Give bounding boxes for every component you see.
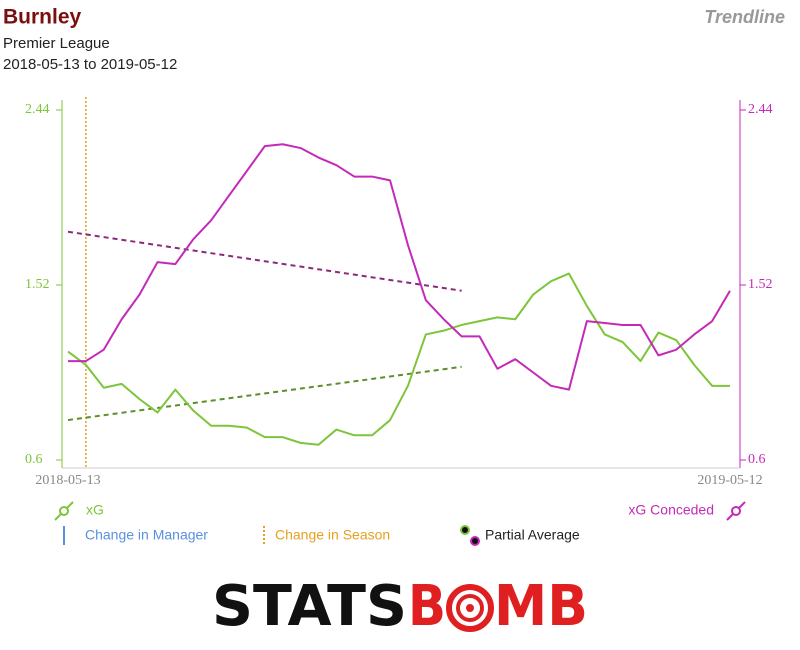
legend-label: Partial Average xyxy=(485,527,580,543)
logo-icon xyxy=(456,594,484,622)
legend-icon xyxy=(470,536,480,546)
legend-label: xG Conceded xyxy=(628,502,714,518)
date-range: 2018-05-13 to 2019-05-12 xyxy=(3,56,177,73)
logo-icon xyxy=(446,584,494,632)
chart-title: Burnley xyxy=(3,6,82,29)
brand-logo: STATS B MB xyxy=(212,574,588,639)
partial-average xyxy=(67,365,462,422)
legend-icon xyxy=(460,525,470,535)
legend-icon xyxy=(59,506,69,516)
logo-text: B xyxy=(408,574,446,639)
logo-text: MB xyxy=(494,574,588,639)
legend-label: Change in Manager xyxy=(85,527,208,543)
y-tick-label: 0.6 xyxy=(25,452,43,467)
legend: xG xG Conceded Change in Manager Change … xyxy=(54,501,746,546)
y-tick-label: 2.44 xyxy=(25,102,50,117)
y-tick-label: 1.52 xyxy=(25,277,50,292)
legend-icon xyxy=(731,506,741,516)
y2-tick-label: 2.44 xyxy=(748,102,773,117)
partial-average xyxy=(67,230,462,292)
x-tick-label: 2019-05-12 xyxy=(697,473,762,488)
y2-tick-label: 1.52 xyxy=(748,277,773,292)
series-line xyxy=(67,272,730,446)
x-tick-label: 2018-05-13 xyxy=(35,473,100,488)
legend-label: xG xyxy=(86,502,104,518)
subtitle: Premier League xyxy=(3,35,110,52)
legend-label: Change in Season xyxy=(275,527,390,543)
logo-icon xyxy=(466,604,474,612)
mode-label: Trendline xyxy=(704,7,785,27)
series-line xyxy=(68,143,731,391)
logo-text: STATS xyxy=(212,574,407,639)
y2-tick-label: 0.6 xyxy=(748,452,766,467)
